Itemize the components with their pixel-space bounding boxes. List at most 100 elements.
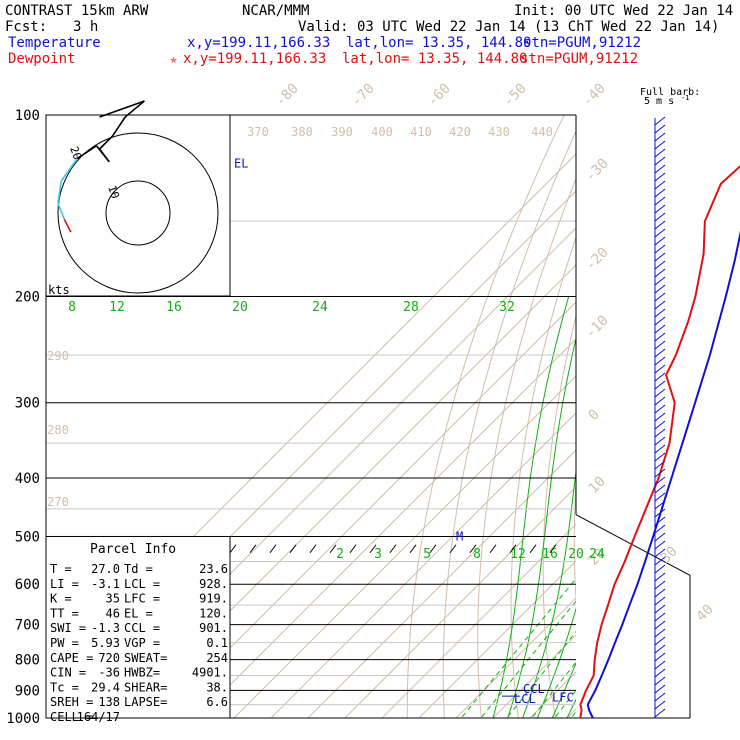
parcel-row-label: TT =	[50, 606, 79, 620]
wind-barb	[654, 652, 666, 662]
wind-barb	[654, 420, 666, 430]
dewpoint-station: stn=PGUM,91212	[520, 51, 639, 67]
parcel-row-value: 254	[206, 651, 228, 665]
wind-barb	[654, 268, 666, 278]
dry-adiabat	[477, 177, 576, 718]
mixing-ratio-label: 12	[510, 547, 526, 562]
wind-barb	[654, 388, 666, 398]
parcel-row-value: 928.	[199, 577, 228, 591]
theta-label: 370	[247, 125, 269, 139]
hodograph-segment	[124, 100, 145, 118]
moist-adiabat	[611, 297, 740, 719]
parcel-row-label: Tc =	[50, 680, 79, 694]
pressure-tick-label: 100	[15, 108, 40, 124]
temperature-station: stn=PGUM,91212	[523, 35, 642, 51]
pressure-tick-label: 900	[15, 683, 40, 699]
mixing-ratio-label: 16	[166, 300, 182, 315]
parcel-row-label: LFC =	[124, 592, 160, 606]
m-label: M	[456, 529, 463, 543]
pressure-tick-label: 200	[15, 290, 40, 306]
hodograph-segment	[57, 203, 66, 220]
tick-mark	[489, 544, 497, 554]
isotherm	[233, 375, 576, 718]
isotherm-label: -60	[425, 81, 454, 110]
model-title: CONTRAST 15km ARW	[5, 3, 149, 19]
temperature-legend-label: Temperature	[8, 35, 101, 51]
wind-barb	[654, 508, 666, 518]
wind-barb	[654, 324, 666, 334]
mixing-ratio-line	[506, 631, 576, 718]
mixing-ratio-label: 24	[589, 547, 605, 562]
wind-barb	[654, 148, 666, 158]
moist-adiabat	[626, 297, 740, 719]
barb-legend-title: Full barb:	[640, 87, 700, 98]
wind-barb	[654, 308, 666, 318]
tick-mark	[529, 544, 537, 554]
lfc-label: LFC	[552, 691, 574, 705]
mixing-ratio-label: 8	[473, 547, 481, 562]
mixing-ratio-label: 20	[232, 300, 248, 315]
wind-barb	[654, 124, 666, 134]
parcel-row-value: 164/17	[77, 710, 120, 724]
wind-barb	[654, 364, 666, 374]
barb-legend-exponent: -1	[681, 94, 689, 102]
wind-barb	[654, 708, 666, 718]
theta-label: 410	[410, 125, 432, 139]
dry-adiabat	[442, 130, 576, 718]
dry-adiabat	[715, 115, 740, 731]
moist-adiabat	[551, 661, 576, 718]
wind-barb	[654, 284, 666, 294]
mixing-ratio-label: 5	[423, 547, 431, 562]
mixing-ratio-label: 28	[403, 300, 419, 315]
isotherm-label: -40	[580, 81, 609, 110]
hodograph-segment	[57, 180, 62, 204]
parcel-row-label: CAPE =	[50, 651, 93, 665]
isotherm-label: 10	[586, 474, 609, 497]
parcel-row-value: 919.	[199, 592, 228, 606]
wind-barb	[654, 164, 666, 174]
isotherm-label: -80	[273, 81, 302, 110]
theta-label: 280	[47, 423, 69, 437]
pressure-tick-label: 1000	[6, 711, 40, 727]
wind-barb	[654, 380, 666, 390]
parcel-row-label: T =	[50, 562, 72, 576]
mixing-ratio-line	[570, 710, 576, 718]
wind-barb	[654, 604, 666, 614]
pressure-tick-label: 700	[15, 618, 40, 634]
tick-mark	[309, 544, 317, 554]
temperature-xy: x,y=199.11,166.33	[187, 35, 331, 51]
parcel-row-label: SWEAT=	[124, 651, 167, 665]
theta-label: 380	[291, 125, 313, 139]
isotherm-label: 30	[658, 544, 681, 567]
hodograph-ring-inner	[105, 180, 171, 246]
hodograph-box	[45, 114, 231, 297]
isotherm	[307, 449, 576, 718]
wind-barb	[654, 660, 666, 670]
parcel-row-label: SHEAR=	[124, 680, 167, 694]
wind-barb	[654, 564, 666, 574]
parcel-row-value: 46	[106, 606, 120, 620]
isotherm-label: -10	[583, 313, 612, 342]
wind-barb	[654, 156, 666, 166]
mixing-ratio-label: 12	[109, 300, 125, 315]
dewpoint-trace	[579, 165, 740, 719]
wind-barb	[654, 524, 666, 534]
tick-mark	[369, 544, 377, 554]
wind-barb	[654, 260, 666, 270]
wind-barb	[654, 612, 666, 622]
parcel-row-value: -3.1	[91, 577, 120, 591]
wind-barb	[654, 468, 666, 478]
isotherm	[492, 634, 576, 718]
wind-barb	[654, 292, 666, 302]
parcel-row-label: CIN =	[50, 666, 86, 680]
wind-barb	[654, 500, 666, 510]
parcel-row-value: 4901.	[192, 666, 228, 680]
tick-mark	[409, 544, 417, 554]
pressure-tick-label: 300	[15, 396, 40, 412]
wind-barb	[654, 588, 666, 598]
mixing-ratio-label: 8	[68, 300, 76, 315]
wind-barb	[654, 396, 666, 406]
wind-barb	[654, 276, 666, 286]
theta-label: 440	[531, 125, 553, 139]
isotherm	[628, 87, 740, 730]
